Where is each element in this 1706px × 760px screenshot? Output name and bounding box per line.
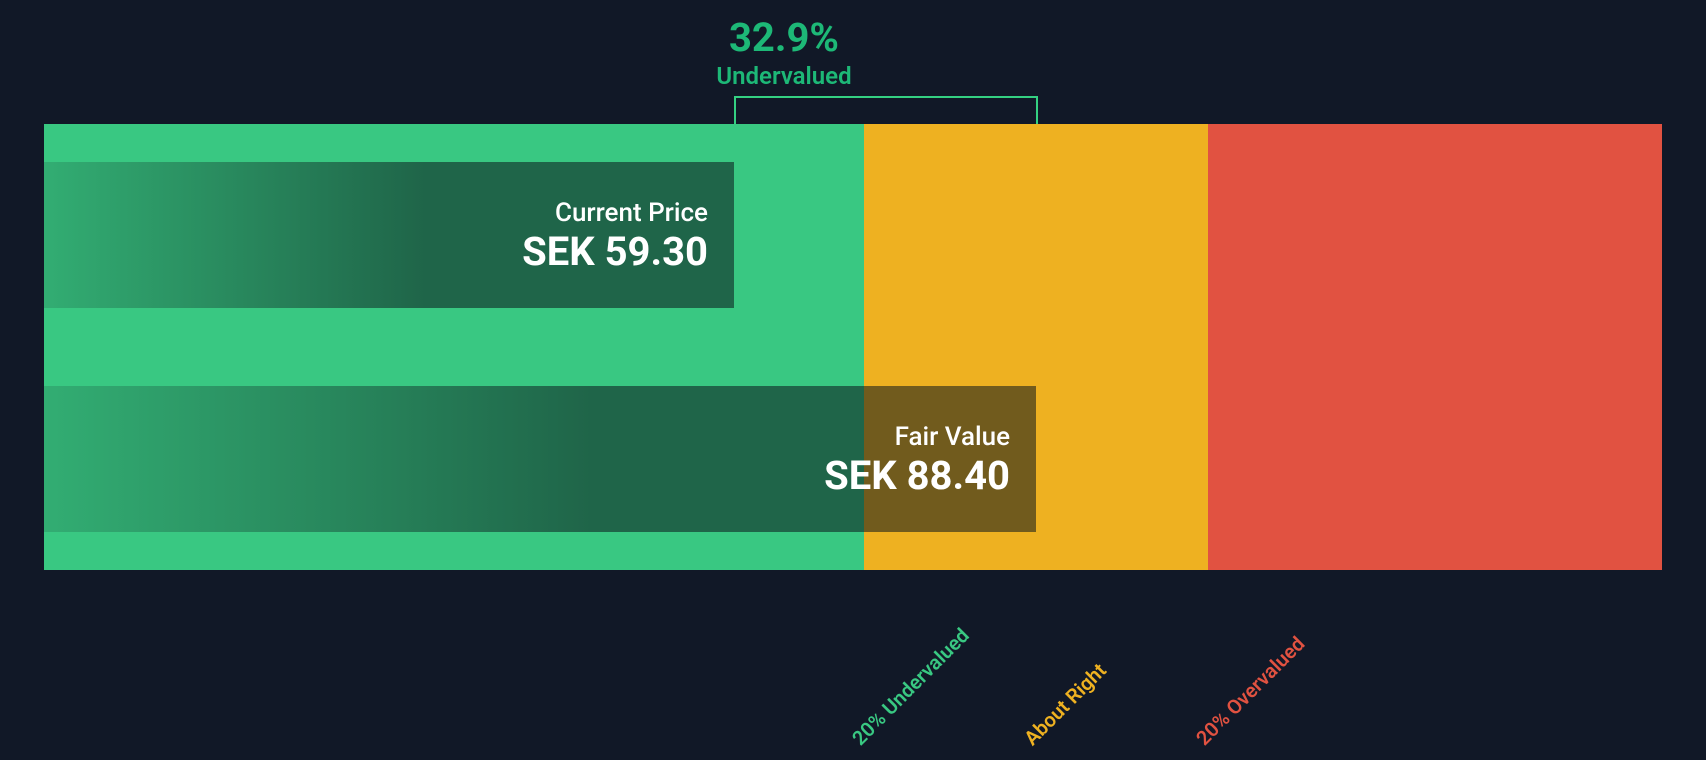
- fair-value-label: Fair Value SEK 88.40: [44, 423, 1010, 499]
- axis-about-right: About Right: [1019, 658, 1111, 750]
- header-label: Undervalued: [634, 64, 934, 88]
- axis-undervalued: 20% Undervalued: [847, 623, 974, 750]
- current-price-caption: Current Price: [44, 199, 708, 229]
- overvalued-band: [1208, 124, 1662, 570]
- current-price-label: Current Price SEK 59.30: [44, 199, 708, 275]
- fair-value-value: SEK 88.40: [44, 453, 1010, 499]
- axis-overvalued: 20% Overvalued: [1191, 632, 1309, 750]
- header-percent: 32.9%: [634, 18, 934, 58]
- fair-value-caption: Fair Value: [44, 423, 1010, 453]
- bracket-top: [734, 96, 1036, 98]
- valuation-chart: { "canvas": { "width": 1706, "height": 7…: [0, 0, 1706, 760]
- current-price-value: SEK 59.30: [44, 229, 708, 275]
